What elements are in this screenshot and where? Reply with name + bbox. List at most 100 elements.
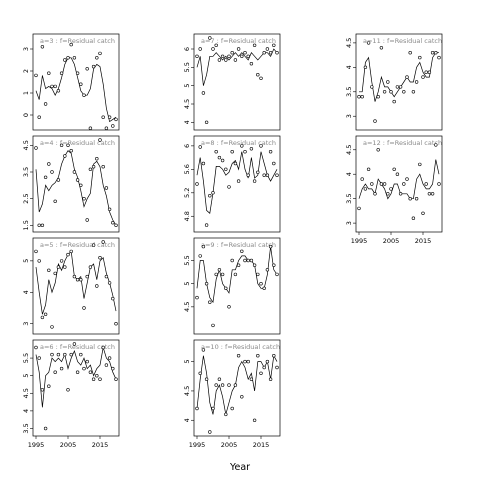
panel: a=5 : f=Residual catch 3 4 5 — [22, 237, 120, 335]
panel-title: a=5 : f=Residual catch — [40, 241, 115, 249]
data-point — [427, 192, 432, 196]
x-tick-label: 2015 — [253, 441, 270, 449]
data-point — [373, 119, 377, 123]
data-point — [69, 352, 73, 357]
x-tick-label: 2015 — [415, 237, 432, 245]
panel-frame — [32, 339, 120, 437]
data-point — [217, 377, 222, 381]
data-point — [249, 61, 254, 66]
data-point — [265, 47, 270, 51]
panel: a=11 : f=Residual catch 3 3.5 4 4.5 — [345, 33, 443, 131]
data-point — [198, 371, 202, 375]
y-tick-label: 4.5 — [183, 386, 191, 396]
data-point — [430, 192, 435, 196]
y-tick-label: 4.5 — [345, 38, 353, 48]
data-point — [272, 263, 276, 267]
data-point — [111, 296, 115, 301]
panel: a=8 : f=Residual catch 4.8 5.2 5.6 6 — [183, 135, 281, 233]
data-point — [366, 167, 371, 172]
data-point — [111, 124, 115, 128]
y-tick-label: 4.5 — [345, 145, 353, 155]
data-point — [98, 377, 102, 381]
data-point — [95, 157, 99, 161]
data-point — [37, 223, 41, 228]
data-point — [40, 223, 45, 228]
data-point — [230, 50, 234, 55]
data-point — [195, 182, 199, 186]
series-line — [35, 347, 117, 408]
series-line — [359, 52, 439, 102]
data-point — [101, 165, 105, 169]
series-line — [35, 250, 117, 315]
x-tick-label: 2015 — [92, 441, 109, 449]
data-point — [357, 94, 361, 99]
data-point — [230, 258, 234, 263]
data-point — [252, 43, 257, 47]
data-point — [265, 268, 270, 272]
data-point — [85, 218, 89, 222]
panel-title: a=12 : f=Residual catch — [363, 139, 442, 147]
data-point — [363, 187, 368, 191]
data-point — [366, 41, 371, 45]
data-point — [211, 406, 215, 411]
data-point — [91, 377, 96, 381]
data-point — [224, 58, 228, 62]
data-point — [111, 221, 115, 225]
data-point — [82, 197, 86, 201]
panel-title: a=7 : f=Residual catch — [201, 37, 276, 45]
data-point — [47, 268, 51, 272]
data-point — [201, 161, 206, 166]
data-point — [82, 93, 86, 97]
data-point — [111, 366, 115, 371]
y-tick-label: 2.5 — [22, 193, 30, 203]
data-point — [66, 56, 70, 60]
y-tick-label: 4 — [183, 418, 191, 422]
data-point — [43, 312, 48, 316]
data-point — [91, 165, 96, 169]
y-tick-label: 5.5 — [183, 255, 191, 265]
y-tick-label: 1 — [22, 91, 30, 95]
data-point — [66, 143, 70, 148]
data-point — [66, 388, 70, 392]
data-point — [50, 170, 54, 174]
data-point — [243, 150, 247, 154]
y-tick-label: 3 — [345, 114, 353, 118]
data-point — [95, 56, 99, 60]
data-point — [376, 148, 380, 152]
y-tick-label: 4.5 — [183, 302, 191, 312]
data-point — [59, 259, 64, 263]
data-point — [88, 265, 93, 269]
data-point — [268, 150, 273, 154]
data-point — [101, 115, 105, 119]
data-point — [34, 249, 38, 254]
x-axis-title: Year — [229, 462, 250, 473]
data-point — [201, 91, 206, 95]
data-point — [418, 55, 422, 60]
panel: a=12 : f=Residual catch 3 3.5 4 4.5 1995 2005 2… — [345, 135, 443, 245]
data-point — [104, 126, 109, 130]
data-point — [379, 46, 384, 50]
data-point — [386, 80, 390, 84]
data-point — [104, 274, 109, 279]
data-point — [268, 377, 273, 381]
data-point — [82, 366, 86, 371]
data-point — [88, 126, 93, 130]
data-point — [262, 365, 266, 370]
panel-frame — [32, 135, 120, 233]
y-tick-label: 5.6 — [183, 164, 191, 174]
data-point — [408, 50, 412, 55]
x-tick-label: 2005 — [383, 237, 400, 245]
data-point — [249, 147, 254, 151]
data-point — [360, 94, 364, 99]
data-point — [208, 36, 212, 40]
data-point — [424, 182, 428, 186]
y-tick-label: 5 — [22, 374, 30, 378]
data-point — [75, 178, 80, 182]
data-point — [243, 359, 247, 364]
data-point — [376, 94, 380, 99]
data-point — [227, 305, 231, 309]
data-point — [211, 323, 215, 328]
series-line — [196, 48, 278, 86]
panel-title: a=3 : f=Residual catch — [40, 37, 115, 45]
